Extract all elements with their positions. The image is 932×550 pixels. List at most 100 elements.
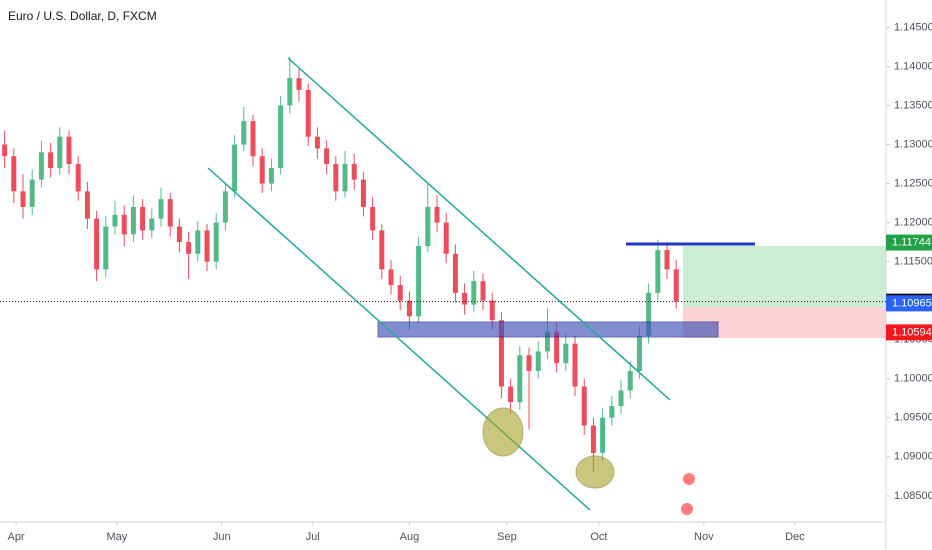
x-tick-label: Jul — [306, 531, 320, 543]
candle-body — [112, 214, 118, 227]
candle-body — [618, 390, 624, 407]
candle-body — [296, 78, 302, 90]
event-icon[interactable] — [681, 503, 693, 515]
candle-body — [149, 218, 155, 231]
candle-body — [167, 199, 173, 227]
candle-body — [287, 78, 293, 106]
candle-body — [140, 206, 146, 231]
candle-body — [535, 351, 541, 371]
candle-body — [121, 214, 127, 235]
price-label-box — [886, 234, 932, 251]
price-label: 1.10594 — [892, 326, 932, 338]
candle-body — [508, 386, 514, 403]
highlight-ellipse — [482, 407, 524, 457]
candle-body — [360, 179, 366, 207]
candle-body — [20, 191, 26, 207]
y-tick-label: 1.11500 — [894, 256, 932, 268]
y-tick-label: 1.12000 — [894, 216, 932, 228]
candle-body — [2, 144, 8, 157]
candle-body — [434, 206, 440, 223]
candle-body — [278, 105, 284, 168]
candle-body — [627, 370, 633, 391]
candle-body — [498, 320, 504, 387]
candle-body — [57, 136, 63, 168]
y-tick-label: 1.12500 — [894, 177, 932, 189]
candle-body — [452, 253, 458, 293]
candle-body — [526, 355, 532, 371]
candle-body — [655, 249, 661, 293]
y-tick-label: 1.13500 — [894, 99, 932, 111]
candle-body — [370, 206, 376, 231]
price-label: 1.11744 — [892, 236, 931, 248]
candle-body — [517, 355, 523, 403]
candle-body — [38, 152, 44, 180]
candle-body — [204, 230, 210, 262]
candle-body — [443, 222, 449, 254]
candle-body — [314, 136, 320, 149]
price-label-box — [886, 324, 932, 341]
x-tick-label: Nov — [694, 531, 714, 543]
candle-body — [324, 148, 330, 165]
candle-body — [195, 230, 201, 254]
candle-body — [11, 156, 17, 192]
y-tick-label: 1.08500 — [894, 490, 932, 502]
y-tick-label: 1.14000 — [894, 60, 932, 72]
y-tick-label: 1.14500 — [894, 21, 932, 33]
candle-body — [66, 136, 72, 165]
drawings-back — [683, 246, 886, 338]
candle-body — [75, 164, 81, 192]
candle-body — [646, 292, 652, 336]
candle-body — [636, 335, 642, 371]
profit-zone — [683, 246, 886, 307]
candle-body — [176, 226, 182, 243]
candle-body — [563, 343, 569, 364]
candle-body — [388, 269, 394, 286]
event-icon[interactable] — [683, 473, 695, 485]
x-tick-label: Jun — [213, 531, 231, 543]
x-tick-label: Aug — [400, 531, 420, 543]
candle-body — [489, 300, 495, 321]
candle-body — [213, 222, 219, 262]
candle-body — [333, 164, 339, 192]
candle-body — [664, 249, 670, 270]
candle-body — [305, 89, 311, 137]
candle-body — [471, 281, 477, 305]
candle-body — [554, 331, 560, 364]
candle-body — [351, 164, 357, 180]
candle-body — [480, 281, 486, 301]
candle-body — [158, 199, 164, 219]
y-tick-label: 1.09500 — [894, 412, 932, 424]
candle-body — [406, 300, 412, 317]
candle-body — [222, 191, 228, 223]
price-label-box — [886, 295, 932, 312]
candle-body — [416, 246, 422, 317]
channel-upper — [287, 57, 671, 401]
highlight-ellipse — [575, 455, 615, 489]
candle-body — [268, 167, 274, 184]
x-tick-label: Apr — [8, 531, 25, 543]
candle-body — [342, 164, 348, 192]
candle-body — [673, 269, 679, 302]
candle-body — [259, 156, 265, 184]
candle-body — [600, 417, 606, 453]
candle-body — [186, 242, 192, 254]
candle-body — [544, 331, 550, 352]
candle-body — [48, 152, 54, 168]
candle-body — [462, 292, 468, 305]
candle-body — [590, 425, 596, 453]
candle-body — [94, 218, 100, 270]
candle-body — [397, 285, 403, 301]
candle-body — [130, 206, 136, 235]
candle-body — [609, 406, 615, 418]
y-tick-label: 1.10000 — [894, 373, 932, 385]
candle-body — [103, 226, 109, 270]
candle-body — [250, 121, 256, 157]
candle-body — [232, 144, 238, 192]
candle-body — [425, 206, 431, 247]
chart-title: Euro / U.S. Dollar, D, FXCM — [8, 9, 157, 23]
y-tick-label: 1.09000 — [894, 451, 932, 463]
candle-body — [241, 121, 247, 145]
candle-body — [29, 179, 35, 207]
candles — [2, 57, 679, 473]
